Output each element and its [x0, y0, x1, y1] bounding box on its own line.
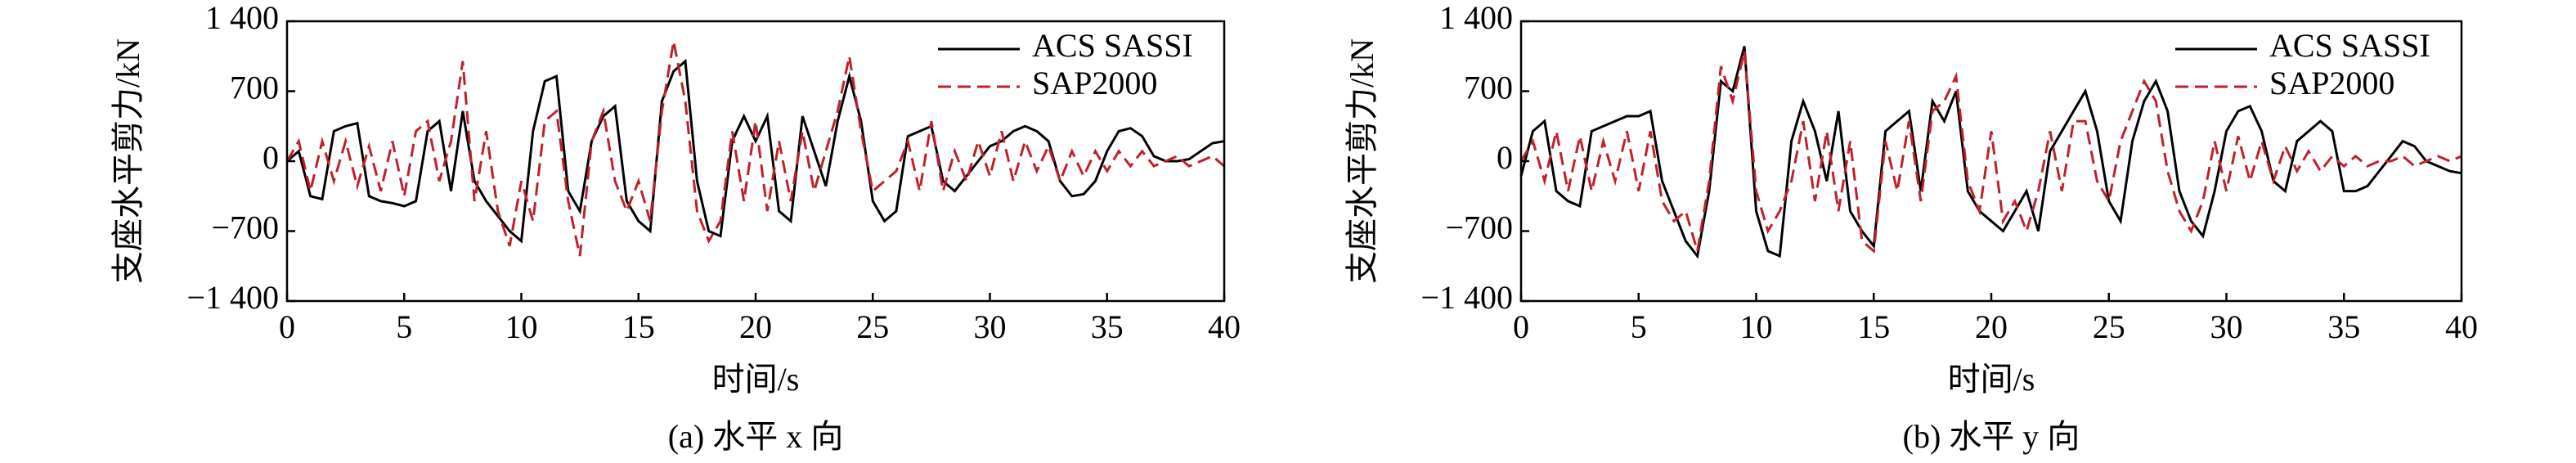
x-axis-label: 时间/s — [712, 361, 800, 398]
x-axis-label: 时间/s — [1948, 361, 2035, 398]
y-tick-label: 0 — [1497, 139, 1513, 176]
x-tick-label: 10 — [1740, 308, 1773, 345]
x-tick-label: 25 — [2093, 308, 2125, 345]
y-tick-label: 1 400 — [205, 0, 279, 36]
x-tick-label: 35 — [1091, 308, 1124, 345]
legend-label: SAP2000 — [1032, 65, 1157, 101]
y-tick-label: −1 400 — [1420, 279, 1513, 316]
chart: 0 5 10 15 20 25 30 35 40 −1 400 −700 0 700 1 400 时间/s 支… — [1344, 0, 2478, 455]
caption: (b) 水平 y 向 — [1903, 418, 2080, 455]
y-axis-label: 支座水平剪力/kN — [110, 38, 146, 284]
x-tick-label: 5 — [396, 308, 412, 345]
y-tick-label: 700 — [230, 70, 279, 106]
x-tick-label: 35 — [2327, 308, 2360, 345]
legend-label: ACS SASSI — [1032, 27, 1193, 64]
y-tick-label: 700 — [1464, 70, 1513, 106]
y-tick-label: −700 — [1445, 209, 1513, 246]
legend-label: SAP2000 — [2269, 65, 2394, 101]
x-tick-label: 30 — [2210, 308, 2243, 345]
x-tick-label: 25 — [856, 308, 889, 345]
y-tick-label: −1 400 — [186, 279, 279, 316]
y-tick-label: 0 — [263, 139, 279, 176]
x-tick-label: 20 — [739, 308, 772, 345]
caption: (a) 水平 x 向 — [668, 418, 843, 455]
x-tick-label: 40 — [1208, 308, 1241, 345]
y-tick-label: 1 400 — [1439, 0, 1513, 36]
x-tick-label: 10 — [505, 308, 538, 345]
x-tick-label: 20 — [1975, 308, 2008, 345]
x-tick-label: 0 — [1513, 308, 1529, 345]
x-tick-label: 15 — [1857, 308, 1890, 345]
x-tick-label: 40 — [2445, 308, 2478, 345]
data-line — [1519, 51, 2462, 254]
x-tick-label: 0 — [279, 308, 295, 345]
data-line — [286, 58, 1225, 244]
y-tick-label: −700 — [211, 209, 279, 246]
x-tick-label: 5 — [1631, 308, 1647, 345]
x-tick-label: 30 — [974, 308, 1007, 345]
y-axis-label: 支座水平剪力/kN — [1344, 38, 1380, 284]
legend-label: ACS SASSI — [2269, 27, 2430, 64]
x-tick-label: 15 — [622, 308, 655, 345]
chart: 0 5 10 15 20 25 30 35 40 −1 400 −700 0 700 1 400 时间/s 支… — [110, 0, 1241, 455]
data-line — [1519, 46, 2462, 259]
